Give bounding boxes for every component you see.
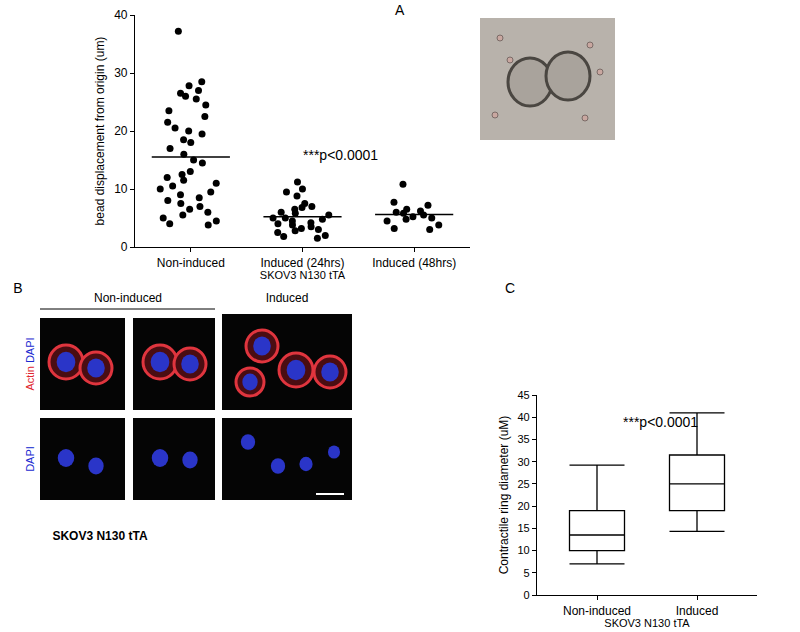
svg-text:C: C [505, 280, 515, 296]
svg-text:0: 0 [524, 589, 530, 601]
svg-text:Non-induced: Non-induced [94, 291, 162, 305]
svg-text:25: 25 [517, 478, 529, 490]
svg-text:10: 10 [517, 544, 529, 556]
svg-text:10: 10 [114, 182, 128, 196]
svg-text:0: 0 [121, 240, 128, 254]
svg-text:15: 15 [517, 522, 529, 534]
svg-text:Actin DAPI: Actin DAPI [24, 337, 36, 390]
svg-text:DAPI: DAPI [24, 446, 36, 472]
svg-text:A: A [395, 2, 405, 18]
svg-text:30: 30 [114, 66, 128, 80]
svg-text:***p<0.0001: ***p<0.0001 [303, 147, 378, 163]
svg-text:Induced: Induced [676, 604, 719, 618]
svg-text:45: 45 [517, 389, 529, 401]
svg-text:35: 35 [517, 433, 529, 445]
svg-text:bead displacement from origin: bead displacement from origin (um) [93, 37, 107, 226]
svg-text:SKOV3 N130 tTA: SKOV3 N130 tTA [604, 618, 690, 630]
svg-text:Induced (24hrs): Induced (24hrs) [260, 256, 344, 270]
svg-text:Non-induced: Non-induced [157, 256, 225, 270]
svg-text:SKOV3 N130 tTA: SKOV3 N130 tTA [52, 529, 147, 543]
svg-text:Contractile ring diameter (uM): Contractile ring diameter (uM) [497, 416, 511, 575]
svg-text:Non-induced: Non-induced [563, 604, 631, 618]
svg-text:Induced (48hrs): Induced (48hrs) [372, 256, 456, 270]
svg-text:SKOV3 N130 tTA: SKOV3 N130 tTA [260, 270, 346, 282]
svg-text:20: 20 [517, 500, 529, 512]
svg-text:B: B [13, 280, 22, 296]
svg-text:20: 20 [114, 124, 128, 138]
svg-text:30: 30 [517, 456, 529, 468]
svg-text:40: 40 [114, 8, 128, 22]
svg-text:Induced: Induced [266, 291, 309, 305]
svg-text:5: 5 [524, 567, 530, 579]
svg-text:40: 40 [517, 411, 529, 423]
svg-text:***p<0.0001: ***p<0.0001 [623, 414, 698, 430]
